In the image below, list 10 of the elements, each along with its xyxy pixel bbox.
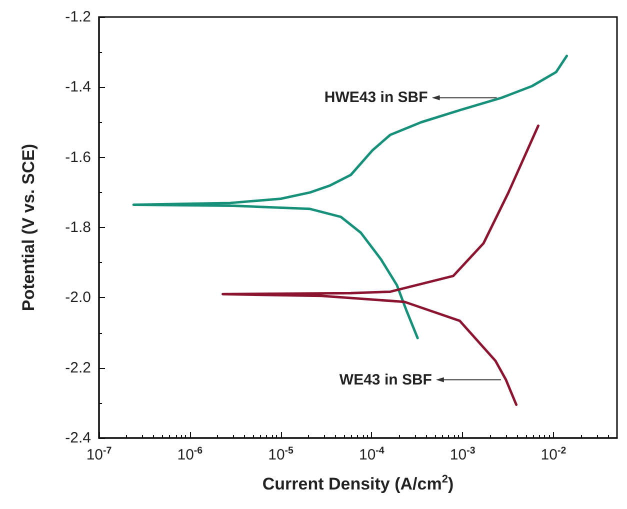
annotation: HWE43 in SBF (324, 89, 428, 106)
y-tick-label: -1.8 (65, 219, 91, 236)
y-tick-label: -1.2 (65, 8, 91, 26)
y-tick-label: -2.2 (65, 359, 91, 376)
y-tick-label: -2.4 (65, 430, 91, 446)
annotation: WE43 in SBF (339, 371, 432, 388)
y-tick-label: -1.6 (65, 148, 91, 166)
y-tick-label: -1.4 (65, 78, 91, 96)
y-tick-label: -2.0 (65, 289, 91, 306)
y-axis-title: Potential (V vs. SCE) (19, 144, 38, 312)
